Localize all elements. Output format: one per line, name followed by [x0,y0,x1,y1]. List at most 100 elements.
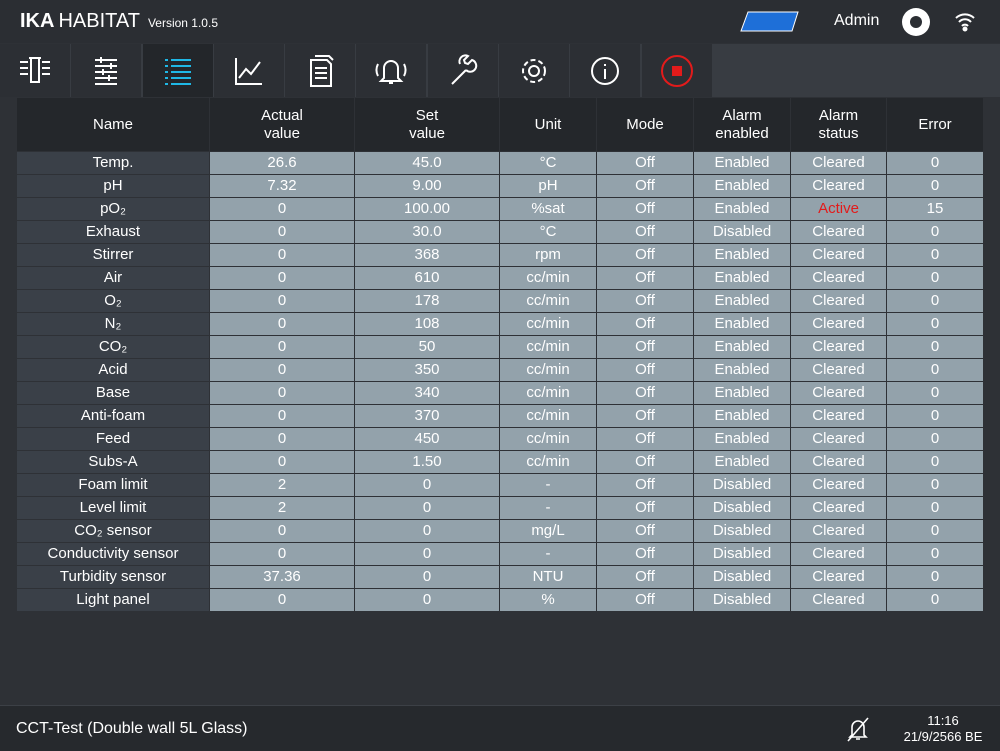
header-line: Error [918,115,952,133]
row-name: Exhaust [17,221,209,243]
table-button[interactable] [142,44,213,97]
cell: Disabled [694,474,790,496]
cell: 0 [887,244,983,266]
cell: Disabled [694,566,790,588]
cell: cc/min [500,428,596,450]
table-row: Feed 0 450 cc/min Off Enabled Cleared 0 [17,428,983,450]
table-row: CO₂ 0 50 cc/min Off Enabled Cleared 0 [17,336,983,358]
cell: 0 [210,336,354,358]
controls-button[interactable] [71,44,142,97]
table-row: Stirrer 0 368 rpm Off Enabled Cleared 0 [17,244,983,266]
cell: Cleared [791,313,886,335]
mute-icon[interactable] [845,716,871,742]
cell: Enabled [694,359,790,381]
cell: Cleared [791,451,886,473]
cell: Cleared [791,221,886,243]
row-name: Feed [17,428,209,450]
table-row: Acid 0 350 cc/min Off Enabled Cleared 0 [17,359,983,381]
header-line: Alarm [722,106,762,124]
tools-button[interactable] [427,44,498,97]
data-table: Name Actual value Set value Unit Mode Alarm enab… [16,97,984,612]
header-line: value [409,124,445,142]
cell: %sat [500,198,596,220]
cell: 45.0 [355,152,499,174]
cell: Off [597,589,693,611]
table-row: pH 7.32 9.00 pH Off Enabled Cleared 0 [17,175,983,197]
cell: 0 [887,290,983,312]
cell: 0 [887,152,983,174]
cell: Cleared [791,382,886,404]
cell: 0 [355,497,499,519]
cell: rpm [500,244,596,266]
version: Version 1.0.5 [147,16,218,30]
cell: cc/min [500,405,596,427]
cell: Enabled [694,336,790,358]
row-name: pH [17,175,209,197]
cell: Off [597,543,693,565]
cell: 0 [887,589,983,611]
cell: Cleared [791,474,886,496]
cell: 2 [210,497,354,519]
cell: 0 [887,175,983,197]
table-row: pO₂ 0 100.00 %sat Off Enabled Active 15 [17,198,983,220]
cell: 178 [355,290,499,312]
logo: IKA HABITAT Version 1.0.5 [20,10,218,33]
overview-button[interactable] [0,44,70,97]
stop-button[interactable] [641,44,712,97]
cell: 610 [355,267,499,289]
cell: 0 [210,520,354,542]
user-name[interactable]: Admin [834,12,880,29]
cell: cc/min [500,336,596,358]
cell: Off [597,198,693,220]
cell: 0 [887,267,983,289]
report-button[interactable] [285,44,356,97]
cell: Enabled [694,152,790,174]
table-row: Turbidity sensor 37.36 0 NTU Off Disabled Clea… [17,566,983,588]
settings-button[interactable] [499,44,570,97]
cell: Enabled [694,451,790,473]
column-header: Name [17,98,209,151]
cell: cc/min [500,451,596,473]
cell: 0 [210,405,354,427]
cell: Disabled [694,589,790,611]
cell: 50 [355,336,499,358]
alarm-button[interactable] [356,44,427,97]
info-button[interactable] [570,44,641,97]
header-line: value [264,124,300,142]
cell: Off [597,451,693,473]
table-row: Light panel 0 0% Off Disabled Cleared 0 [17,589,983,611]
cell: 26.6 [210,152,354,174]
row-name: Level limit [17,497,209,519]
column-header: Alarm enabled [694,98,790,151]
cell: 0 [355,474,499,496]
cell: 0 [210,451,354,473]
cell: 0 [887,382,983,404]
row-name: N₂ [17,313,209,335]
cell: Enabled [694,175,790,197]
row-name: Subs-A [17,451,209,473]
trend-button[interactable] [213,44,284,97]
cell: 9.00 [355,175,499,197]
cell: NTU [500,566,596,588]
cell: 0 [887,359,983,381]
column-header: Mode [597,98,693,151]
cell: 0 [887,543,983,565]
cell: 37.36 [210,566,354,588]
cell: Cleared [791,589,886,611]
user-icon[interactable] [900,6,932,38]
cell: 0 [210,313,354,335]
cell: 0 [887,313,983,335]
table-row: Base 0 340 cc/min Off Enabled Cleared 0 [17,382,983,404]
cell: 0 [210,290,354,312]
row-name: Light panel [17,589,209,611]
cell: 0 [210,589,354,611]
row-name: Temp. [17,152,209,174]
cell: 0 [355,543,499,565]
cell: 350 [355,359,499,381]
header-line: Set [415,106,439,124]
cell: 0 [887,566,983,588]
cell: Cleared [791,520,886,542]
cell: cc/min [500,359,596,381]
time: 11:16 [927,713,959,728]
